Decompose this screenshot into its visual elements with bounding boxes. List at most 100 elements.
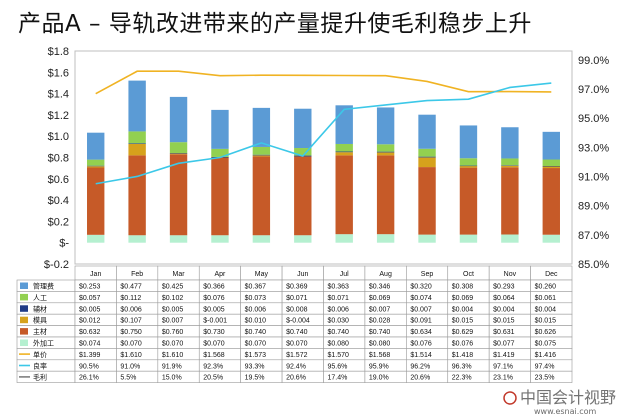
bar-segment-辅材	[418, 156, 436, 158]
month-label: Dec	[545, 271, 558, 278]
bar-segment-模具	[542, 166, 560, 169]
plot-frame	[74, 50, 573, 265]
data-label: $0.112	[120, 295, 141, 302]
bar-segment-主材	[501, 167, 519, 235]
data-label: $0.008	[286, 306, 308, 313]
data-label: $0.626	[535, 329, 557, 336]
right-tick-label: 85.0%	[578, 259, 609, 271]
bar-segment-主材	[211, 157, 229, 236]
data-label: $1.418	[452, 352, 474, 359]
data-label: $0.006	[120, 306, 142, 313]
data-label: 26.1%	[79, 375, 99, 382]
data-label: $0.074	[410, 295, 432, 302]
left-tick-label: $0.2	[48, 216, 69, 228]
price-line	[95, 70, 552, 95]
data-label: 19.5%	[245, 375, 265, 382]
month-label: Aug	[379, 271, 392, 278]
data-label: $0.634	[410, 329, 432, 336]
month-label: Sep	[421, 271, 434, 278]
data-label: $1.573	[245, 352, 267, 359]
right-tick-label: 89.0%	[578, 201, 609, 213]
data-label: 96.2%	[410, 363, 430, 370]
data-label: $0.253	[79, 284, 101, 291]
bar-segment-人工	[335, 143, 353, 152]
data-label: $0.070	[203, 341, 225, 348]
bar-segment-管理费	[128, 80, 146, 132]
series-name: 管理费	[33, 282, 54, 291]
data-label: $1.572	[286, 352, 308, 359]
bar-segment-主材	[418, 167, 436, 235]
data-label: 5.5%	[120, 375, 136, 382]
data-label: 95.6%	[328, 363, 348, 370]
data-label: 20.5%	[203, 375, 223, 382]
bar-segment-辅材	[169, 153, 188, 154]
data-label: $1.514	[410, 352, 432, 359]
data-label: $0.004	[452, 306, 474, 313]
bar-segment-管理费	[169, 96, 188, 143]
data-label: 91.0%	[120, 363, 140, 370]
bar-segment-人工	[459, 158, 478, 166]
data-label: 92.3%	[203, 363, 223, 370]
data-label: $0.007	[410, 306, 432, 313]
data-label: $0.004	[535, 306, 557, 313]
series-name: 毛利	[33, 373, 47, 382]
data-label: $0.750	[120, 329, 142, 336]
data-label: $0.076	[203, 295, 225, 302]
bar-segment-主材	[542, 168, 560, 235]
month-label: Oct	[463, 271, 474, 278]
bar-segment-模具	[252, 155, 271, 157]
data-label: $1.568	[203, 352, 225, 359]
left-tick-label: $1.8	[48, 46, 69, 58]
slide-title: 产品A – 导轨改进带来的产量提升使毛利稳步上升	[18, 11, 532, 37]
left-tick-label: $0.6	[48, 174, 69, 186]
data-label: $0.069	[369, 295, 391, 302]
data-label: $1.416	[535, 352, 557, 359]
left-axis-ticks: $1.8 $1.6 $1.4 $1.2 $1.0 $0.8 $0.6 $0.4 $0.2 $- $-…	[44, 46, 69, 271]
data-label: 17.4%	[328, 375, 348, 382]
bar-segment-辅材	[128, 143, 146, 144]
bar-segment-主材	[87, 167, 105, 235]
data-label: $0.080	[328, 341, 350, 348]
bar-segment-辅材	[376, 151, 395, 153]
data-label: $0.028	[369, 318, 391, 325]
left-tick-label: $1.4	[48, 89, 69, 101]
data-label: 92.4%	[286, 363, 306, 370]
right-tick-label: 99.0%	[578, 55, 609, 67]
bar-segment-人工	[128, 131, 146, 144]
bar-segment-辅材	[459, 165, 478, 167]
bar-segment-管理费	[542, 131, 560, 160]
data-label: $0.004	[493, 306, 515, 313]
bar-segment-辅材	[335, 151, 353, 153]
data-label: $0.064	[493, 295, 515, 302]
right-tick-label: 97.0%	[578, 84, 609, 96]
data-label: $0.069	[452, 295, 474, 302]
bar-segment-主材	[252, 156, 271, 236]
bar-segment-人工	[542, 159, 560, 167]
month-label: Jun	[297, 271, 308, 278]
data-label: 95.9%	[369, 363, 389, 370]
data-label: $0.070	[120, 341, 142, 348]
data-label: 20.6%	[410, 375, 430, 382]
left-tick-label: $0.4	[48, 195, 69, 207]
bar-segment-辅材	[252, 154, 271, 156]
month-label: Jul	[340, 271, 349, 278]
legend-swatch	[20, 316, 28, 324]
watermark-url: www.esnai.com	[534, 407, 597, 416]
legend-swatch	[20, 305, 28, 312]
month-label: Mar	[173, 271, 186, 278]
bar-segment-外加工	[542, 234, 560, 243]
yield-line	[95, 82, 552, 185]
data-label: $0.102	[162, 295, 184, 302]
data-label: $0.477	[120, 284, 142, 291]
bar-segment-主材	[128, 155, 146, 236]
left-tick-label: $-	[59, 238, 69, 250]
bar-segment-管理费	[335, 105, 353, 144]
plot-area	[74, 50, 573, 265]
bar-segment-外加工	[335, 234, 353, 243]
data-label: $0.308	[452, 284, 474, 291]
data-label: $0.073	[245, 295, 267, 302]
data-label: $0.030	[328, 318, 350, 325]
data-label: $0.107	[120, 318, 142, 325]
data-label: $1.610	[162, 352, 184, 359]
